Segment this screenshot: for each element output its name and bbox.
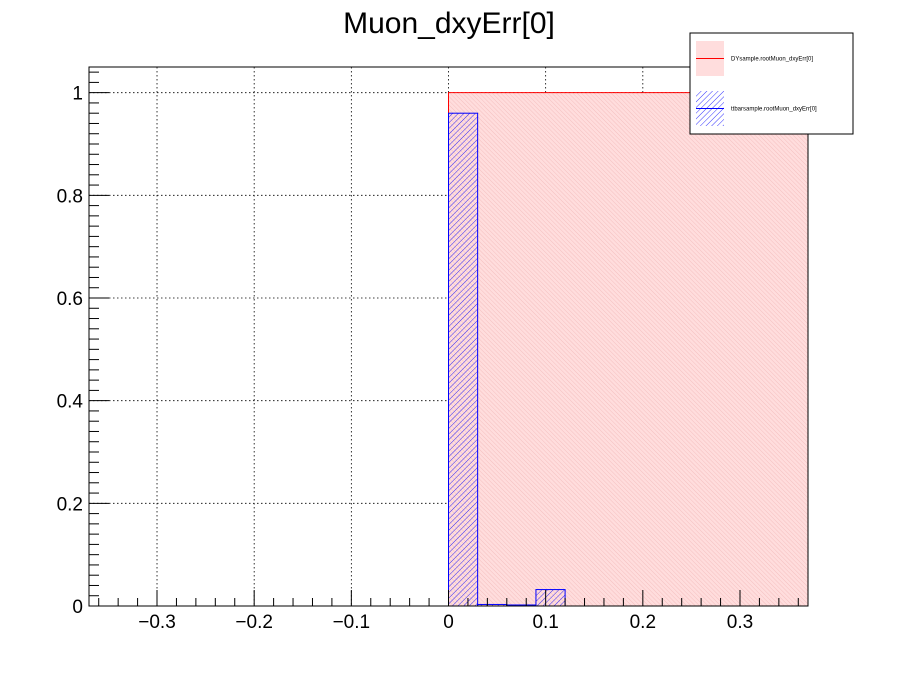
y-tick-label: 0.6 xyxy=(57,289,83,310)
y-tick-label: 0 xyxy=(72,597,83,618)
legend: DYsample.rootMuon_dxyErr[0] ttbarsample.… xyxy=(689,32,854,135)
legend-label-dy: DYsample.rootMuon_dxyErr[0] xyxy=(731,57,813,63)
histogram-bars xyxy=(448,92,809,607)
y-tick-label: 1 xyxy=(72,84,83,105)
ttbar-bar xyxy=(477,604,507,606)
chart-title: Muon_dxyErr[0] xyxy=(343,7,555,40)
x-tick-label: −0.1 xyxy=(333,612,371,633)
ttbar-bar xyxy=(506,604,536,606)
axes: −0.3 −0.2 −0.1 0 0.1 0.2 0.3 0 0.2 0.4 0.6 0.8 1 xyxy=(57,71,799,633)
x-tick-label: 0 xyxy=(443,612,454,633)
dy-bar xyxy=(448,92,808,606)
ttbar-bar xyxy=(448,113,478,606)
legend-label-ttbar: ttbarsample.rootMuon_dxyErr[0] xyxy=(731,107,817,113)
y-tick-label: 0.2 xyxy=(57,494,83,515)
x-tick-label: 0.1 xyxy=(532,612,558,633)
ttbar-bar xyxy=(535,589,566,606)
x-tick-label: −0.3 xyxy=(138,612,176,633)
x-tick-label: 0.3 xyxy=(727,612,753,633)
y-tick-label: 0.4 xyxy=(57,392,84,413)
x-tick-label: −0.2 xyxy=(235,612,273,633)
y-tick-label: 0.8 xyxy=(57,186,83,207)
x-tick-label: 0.2 xyxy=(630,612,656,633)
